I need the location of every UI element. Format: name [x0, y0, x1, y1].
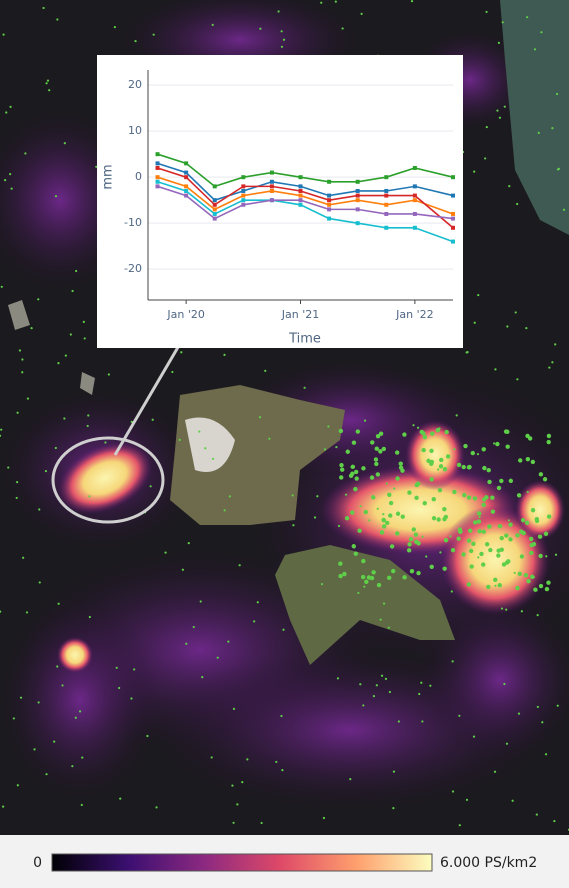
series-marker [270, 189, 274, 193]
series-marker [299, 189, 303, 193]
series-marker [356, 207, 360, 211]
page: {"chart_data": {"type": "line", "x_label… [0, 0, 569, 888]
x-axis-label: Time [288, 332, 321, 347]
series-marker [356, 198, 360, 202]
colorbar-ramp [52, 854, 432, 871]
series-marker [299, 175, 303, 179]
series-marker [213, 203, 217, 207]
series-marker [327, 194, 331, 198]
series-marker [184, 184, 188, 188]
series-marker [270, 198, 274, 202]
series-marker [156, 184, 160, 188]
series-marker [241, 194, 245, 198]
series-marker [451, 240, 455, 244]
series-marker [384, 226, 388, 230]
x-tick-label: Jan '22 [395, 308, 433, 321]
series-marker [299, 198, 303, 202]
series-marker [241, 184, 245, 188]
series-marker [213, 198, 217, 202]
series-marker [241, 189, 245, 193]
series-marker [184, 171, 188, 175]
y-axis-label: mm [101, 164, 116, 189]
series-marker [299, 203, 303, 207]
series-marker [413, 184, 417, 188]
series-marker [184, 194, 188, 198]
series-marker [451, 217, 455, 221]
series-marker [156, 166, 160, 170]
series-marker [327, 180, 331, 184]
series-marker [156, 180, 160, 184]
series-marker [156, 161, 160, 165]
series-marker [327, 217, 331, 221]
series-marker [451, 226, 455, 230]
series-marker [384, 175, 388, 179]
series-marker [356, 189, 360, 193]
x-tick-label: Jan '20 [166, 308, 204, 321]
x-tick-label: Jan '21 [281, 308, 319, 321]
series-marker [241, 175, 245, 179]
series-marker [213, 184, 217, 188]
series-marker [241, 203, 245, 207]
map-view: Time mm 20 10 0 -10 -20 Jan '20 Jan '21 Jan '22… [0, 0, 569, 888]
series-marker [413, 198, 417, 202]
series-marker [270, 180, 274, 184]
series-marker [270, 184, 274, 188]
series-marker [184, 175, 188, 179]
series-marker [213, 207, 217, 211]
series-marker [384, 189, 388, 193]
series-marker [327, 203, 331, 207]
series-marker [184, 161, 188, 165]
y-tick-label: 20 [128, 78, 142, 91]
series-marker [413, 194, 417, 198]
series-marker [299, 184, 303, 188]
series-marker [356, 221, 360, 225]
series-marker [413, 166, 417, 170]
y-tick-label: 0 [135, 170, 142, 183]
series-marker [327, 207, 331, 211]
colorbar-label: 0 [33, 855, 42, 871]
series-marker [241, 198, 245, 202]
series-marker [413, 212, 417, 216]
series-marker [451, 194, 455, 198]
series-marker [384, 194, 388, 198]
series-marker [384, 203, 388, 207]
y-tick-label: -10 [124, 216, 142, 229]
series-marker [299, 194, 303, 198]
series-marker [451, 175, 455, 179]
series-marker [451, 212, 455, 216]
series-marker [384, 212, 388, 216]
series-marker [413, 226, 417, 230]
colorbar: 0 6.000 PS/km2 [33, 854, 537, 871]
series-marker [327, 198, 331, 202]
y-tick-label: 10 [128, 124, 142, 137]
series-marker [356, 194, 360, 198]
y-tick-label: -20 [124, 262, 142, 275]
series-marker [213, 212, 217, 216]
series-marker [213, 217, 217, 221]
series-marker [184, 189, 188, 193]
series-marker [270, 171, 274, 175]
colorbar-label: 6.000 PS/km2 [440, 855, 537, 871]
series-marker [156, 152, 160, 156]
series-marker [156, 175, 160, 179]
series-marker [356, 180, 360, 184]
